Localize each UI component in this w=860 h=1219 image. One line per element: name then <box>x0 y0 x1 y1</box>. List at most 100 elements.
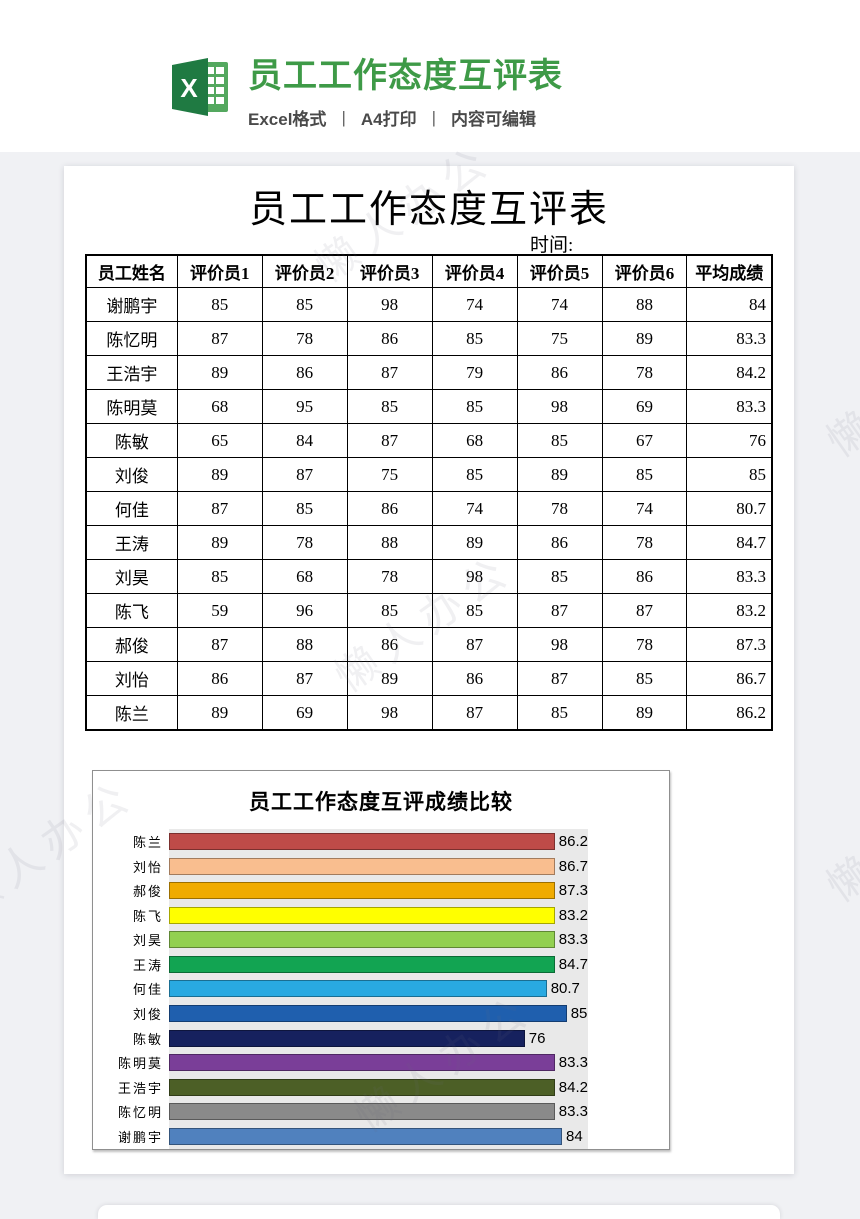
bar-category-label: 谢鹏宇 <box>117 1129 163 1145</box>
score-cell: 98 <box>516 627 603 662</box>
bar <box>169 1127 563 1145</box>
employee-name-cell: 郝俊 <box>85 627 178 662</box>
bar-row: 刘怡 86.7 <box>93 857 667 875</box>
score-cell: 98 <box>431 559 518 594</box>
score-cell: 75 <box>516 321 603 356</box>
score-cell: 88 <box>346 525 433 560</box>
score-cell: 74 <box>431 491 518 526</box>
score-cell: 85 <box>601 457 688 492</box>
score-cell: 85 <box>431 321 518 356</box>
bar-value-label: 80.7 <box>550 980 580 998</box>
bar-category-label: 何佳 <box>132 982 163 998</box>
bar-track: 83.2 <box>169 906 588 924</box>
subtitle-separator: | <box>341 107 346 127</box>
score-cell: 67 <box>601 423 688 458</box>
bar-track: 76 <box>169 1029 588 1047</box>
score-cell: 87 <box>431 695 518 731</box>
bar-value-label: 83.2 <box>558 906 588 924</box>
average-score-cell: 76 <box>686 423 773 458</box>
score-cell: 85 <box>176 559 263 594</box>
employee-name-cell: 刘怡 <box>85 661 178 696</box>
employee-name-cell: 刘昊 <box>85 559 178 594</box>
score-cell: 74 <box>431 287 518 322</box>
table-row: 陈飞 59 96 85 85 87 87 83.2 <box>85 593 773 628</box>
score-cell: 78 <box>261 525 348 560</box>
bar-track: 80.7 <box>169 980 588 998</box>
bar-track: 84.2 <box>169 1078 588 1096</box>
score-cell: 88 <box>601 287 688 322</box>
score-cell: 89 <box>176 695 263 731</box>
bar-row: 陈忆明 83.3 <box>93 1103 667 1121</box>
average-score-cell: 87.3 <box>686 627 773 662</box>
score-cell: 85 <box>431 593 518 628</box>
score-cell: 74 <box>516 287 603 322</box>
score-cell: 89 <box>176 355 263 390</box>
score-cell: 86 <box>431 661 518 696</box>
chart-area: 陈兰 86.2 刘怡 86.7 郝俊 87.3 陈飞 83.2 刘昊 83.3 王涛 84.7 何佳 80… <box>93 829 667 1149</box>
bar-row: 谢鹏宇 84 <box>93 1127 667 1145</box>
average-score-cell: 80.7 <box>686 491 773 526</box>
table-row: 陈敏 65 84 87 68 85 67 76 <box>85 423 773 458</box>
score-cell: 87 <box>346 423 433 458</box>
employee-name-cell: 谢鹏宇 <box>85 287 178 322</box>
bar <box>169 906 555 924</box>
bar <box>169 833 555 850</box>
bar-category-label: 刘昊 <box>132 933 163 949</box>
bar-row: 陈明莫 83.3 <box>93 1054 667 1072</box>
score-cell: 69 <box>261 695 348 731</box>
score-cell: 85 <box>601 661 688 696</box>
watermark: 懒人办公 <box>819 311 860 467</box>
score-cell: 85 <box>431 457 518 492</box>
page-title: 员工工作态度互评表 <box>248 57 563 95</box>
employee-name-cell: 陈飞 <box>85 593 178 628</box>
score-cell: 98 <box>346 287 433 322</box>
bar-value-label: 83.3 <box>558 931 588 949</box>
score-cell: 69 <box>601 389 688 424</box>
subtitle-editable: 内容可编辑 <box>451 110 537 129</box>
table-row: 何佳 87 85 86 74 78 74 80.7 <box>85 491 773 526</box>
score-cell: 87 <box>261 457 348 492</box>
score-table: 员工姓名 评价员1 评价员2 评价员3 评价员4 评价员5 评价员6 平均成绩 谢鹏宇 85 85… <box>85 254 773 731</box>
bar-row: 刘俊 85 <box>93 1005 667 1023</box>
score-cell: 85 <box>346 593 433 628</box>
employee-name-cell: 陈敏 <box>85 423 178 458</box>
employee-name-cell: 陈兰 <box>85 695 178 731</box>
average-score-cell: 84.2 <box>686 355 773 390</box>
column-header: 评价员6 <box>601 254 688 288</box>
score-cell: 87 <box>516 593 603 628</box>
bar-category-label: 王浩宇 <box>117 1080 163 1096</box>
score-cell: 79 <box>431 355 518 390</box>
watermark: 懒人办公 <box>819 756 860 912</box>
score-cell: 85 <box>516 559 603 594</box>
document-page-card: 员工工作态度互评表 时间: 员工姓名 评价员1 评价员2 评价员3 评价员4 评价员5 评价… <box>64 166 794 1174</box>
subtitle-format: Excel格式 <box>248 110 327 129</box>
column-header: 评价员2 <box>261 254 348 288</box>
bar-track: 86.2 <box>169 833 588 850</box>
bar-track: 84 <box>169 1127 588 1145</box>
score-cell: 87 <box>176 627 263 662</box>
bar-value-label: 87.3 <box>558 882 588 900</box>
employee-name-cell: 王浩宇 <box>85 355 178 390</box>
score-cell: 89 <box>601 695 688 731</box>
score-cell: 89 <box>346 661 433 696</box>
bar-value-label: 84 <box>566 1127 583 1145</box>
score-cell: 89 <box>601 321 688 356</box>
score-cell: 86 <box>516 525 603 560</box>
bar <box>169 882 555 900</box>
average-score-cell: 83.3 <box>686 559 773 594</box>
bar <box>169 1005 567 1023</box>
score-cell: 87 <box>261 661 348 696</box>
score-cell: 96 <box>261 593 348 628</box>
column-header: 员工姓名 <box>85 254 178 288</box>
table-header-row: 员工姓名 评价员1 评价员2 评价员3 评价员4 评价员5 评价员6 平均成绩 <box>85 254 773 288</box>
brand: X 员工工作态度互评表 Excel格式 | A4打印 | 内容可编辑 <box>168 56 563 130</box>
chart-box: 员工工作态度互评成绩比较 陈兰 86.2 刘怡 86.7 郝俊 87.3 陈飞 83.2 刘昊 8… <box>92 770 670 1150</box>
table-row: 陈忆明 87 78 86 85 75 89 83.3 <box>85 321 773 356</box>
bar-category-label: 陈忆明 <box>117 1105 163 1121</box>
bar-value-label: 76 <box>528 1029 546 1047</box>
bar-rows: 陈兰 86.2 刘怡 86.7 郝俊 87.3 陈飞 83.2 刘昊 83.3 王涛 84.7 何佳 80… <box>93 833 667 1145</box>
bar-category-label: 刘怡 <box>132 859 163 875</box>
score-cell: 78 <box>346 559 433 594</box>
score-cell: 85 <box>346 389 433 424</box>
